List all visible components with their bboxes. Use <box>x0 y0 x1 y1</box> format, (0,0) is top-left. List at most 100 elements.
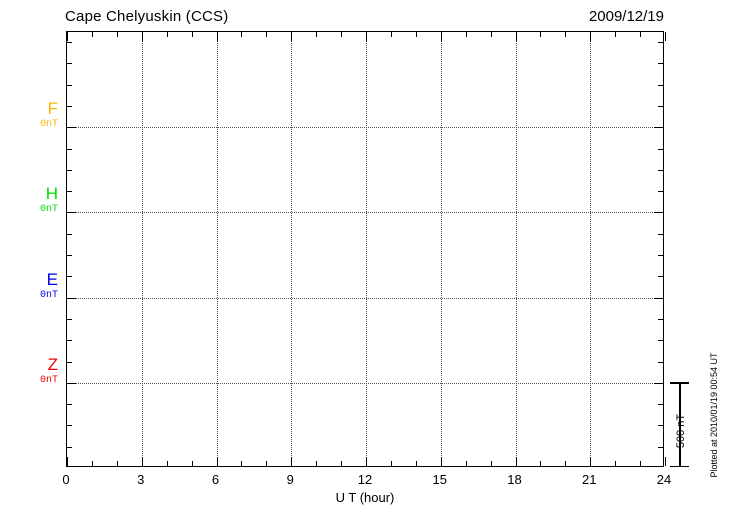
x-tick <box>116 461 118 466</box>
x-tick <box>316 461 318 466</box>
y-tick <box>67 361 72 363</box>
y-tick-right <box>658 42 663 43</box>
y-tick-right <box>658 340 663 342</box>
x-tick-top <box>390 32 392 37</box>
x-tick-top <box>640 32 642 37</box>
x-tick <box>291 457 293 466</box>
x-tick <box>241 461 243 466</box>
y-tick-right <box>658 404 663 406</box>
y-tick <box>67 318 72 320</box>
y-tick-right <box>658 318 663 320</box>
x-tick-top <box>415 32 417 37</box>
vertical-gridline <box>515 32 517 466</box>
x-tick-top <box>341 32 343 37</box>
y-tick <box>67 148 72 150</box>
y-tick-right <box>654 212 663 214</box>
scale-bar-label: 500 nT <box>675 413 687 449</box>
y-tick <box>67 105 72 107</box>
y-tick <box>67 169 72 171</box>
component-label-h: H 0nT <box>14 185 58 215</box>
component-label-e: E 0nT <box>14 271 58 301</box>
baseline-tick-f <box>67 127 76 128</box>
y-tick-right <box>658 105 663 107</box>
y-tick-right <box>658 63 663 65</box>
x-tick-top <box>440 32 442 41</box>
component-baseline-value-z: 0nT <box>39 375 58 386</box>
x-tick-label: 18 <box>507 472 522 487</box>
x-tick <box>141 457 143 466</box>
gridlines <box>67 32 663 466</box>
y-tick <box>67 191 72 193</box>
x-tick <box>67 457 68 466</box>
x-tick-top <box>166 32 168 37</box>
x-tick <box>590 457 592 466</box>
plot-area <box>66 31 666 467</box>
x-tick <box>440 457 442 466</box>
baseline-tick-e <box>67 298 76 299</box>
y-tick <box>67 212 76 214</box>
y-tick <box>67 404 72 406</box>
x-tick-top <box>141 32 143 41</box>
x-tick-top <box>91 32 93 37</box>
y-tick-right <box>658 425 663 427</box>
vertical-gridline <box>216 32 218 466</box>
x-tick-top <box>590 32 592 41</box>
chart-title: Cape Chelyuskin (CCS) <box>65 8 229 25</box>
y-tick-right <box>658 361 663 363</box>
y-tick <box>67 425 72 427</box>
x-tick <box>465 461 467 466</box>
x-tick <box>565 461 567 466</box>
component-letter-f: F <box>47 99 58 118</box>
x-tick-top <box>241 32 243 37</box>
axis-ticks <box>67 32 666 466</box>
vertical-gridline <box>440 32 442 466</box>
x-tick <box>415 461 417 466</box>
baseline-gridline-e <box>67 298 663 299</box>
y-tick <box>67 446 72 448</box>
x-tick-top <box>615 32 617 37</box>
x-tick-top <box>515 32 517 41</box>
x-tick-top <box>465 32 467 37</box>
y-tick-right <box>658 169 663 171</box>
component-label-f: F 0nT <box>14 100 58 130</box>
baseline-tick-h <box>67 212 76 213</box>
y-tick <box>67 297 76 299</box>
y-tick <box>67 255 72 256</box>
x-tick <box>266 461 268 466</box>
vertical-gridline <box>366 32 367 466</box>
y-tick-right <box>654 382 663 384</box>
x-tick <box>490 461 492 466</box>
component-letter-h: H <box>45 184 58 203</box>
y-tick-right <box>658 148 663 150</box>
x-tick-top <box>266 32 268 37</box>
x-tick <box>341 461 343 466</box>
x-tick <box>191 461 193 466</box>
y-tick-right <box>658 84 663 86</box>
baseline-tick-z <box>67 383 76 384</box>
component-label-z: Z 0nT <box>14 356 58 386</box>
y-tick <box>67 42 72 43</box>
x-tick-top <box>291 32 293 41</box>
baseline-gridline-h <box>67 212 663 213</box>
plotted-at-stamp: Plotted at 2010/01/19 00:54 UT <box>709 352 719 478</box>
component-baseline-value-h: 0nT <box>39 204 58 215</box>
x-tick <box>216 457 218 466</box>
x-tick-top <box>565 32 567 37</box>
y-tick-right <box>658 191 663 193</box>
y-tick-right <box>658 276 663 278</box>
x-tick-top <box>366 32 367 41</box>
x-tick <box>166 461 168 466</box>
x-tick-label: 9 <box>286 472 294 487</box>
x-tick <box>665 457 666 466</box>
x-tick <box>366 457 367 466</box>
y-tick <box>67 233 72 235</box>
component-baseline-value-f: 0nT <box>39 119 58 130</box>
y-tick <box>67 63 72 65</box>
component-letter-z: Z <box>47 355 58 374</box>
y-tick-right <box>658 233 663 235</box>
x-tick-label: 24 <box>656 472 672 487</box>
x-tick <box>91 461 93 466</box>
x-tick-top <box>116 32 118 37</box>
observation-date: 2009/12/19 <box>588 8 664 25</box>
component-letter-e: E <box>46 270 58 289</box>
